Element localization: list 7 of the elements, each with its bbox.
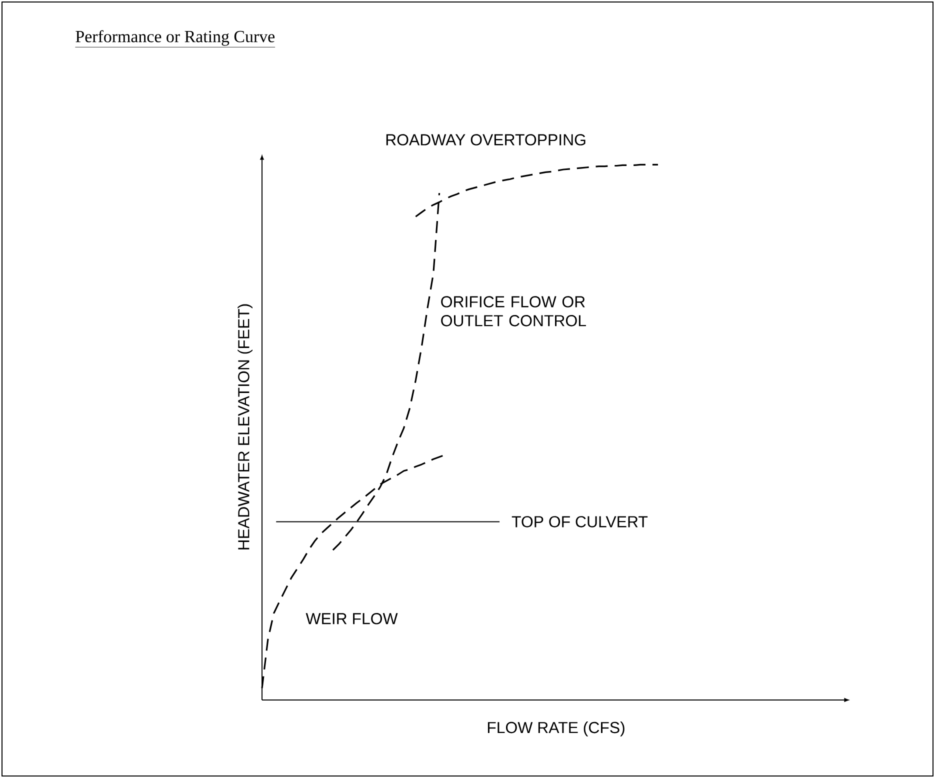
series-label: ORIFICE FLOW OR OUTLET CONTROL <box>441 296 586 326</box>
series-label: ROADWAY OVERTOPPING <box>386 134 586 146</box>
x-axis-title: FLOW RATE (CFS) <box>488 722 624 736</box>
ref-line-label: TOP OF CULVERT <box>512 516 648 528</box>
series-label: WEIR FLOW <box>306 612 398 624</box>
chart-title: Performance or Rating Curve <box>76 30 275 46</box>
y-axis-title: HEADWATER ELEVATION (FEET) <box>238 304 252 550</box>
